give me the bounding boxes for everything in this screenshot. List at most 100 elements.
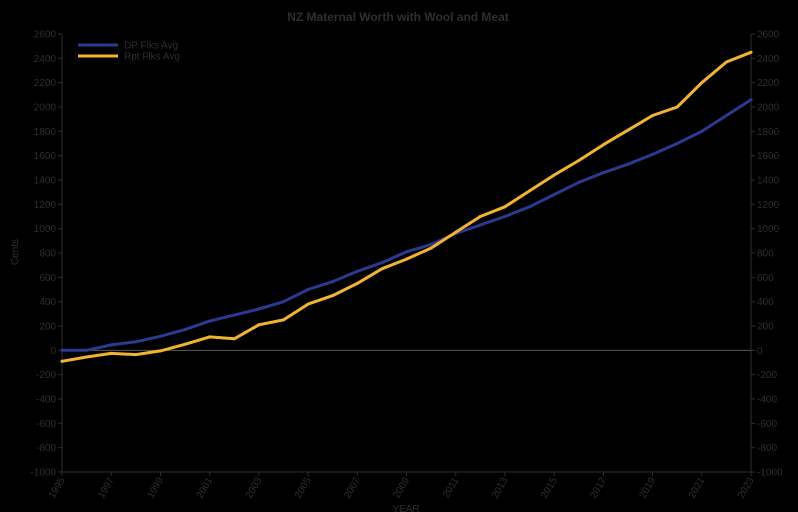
x-tick-label: 1997 [96, 475, 117, 500]
y-tick-label-left: 1600 [34, 151, 57, 162]
x-tick-label: 2017 [588, 475, 609, 500]
y-tick-label-right: 1600 [757, 151, 780, 162]
data-point [626, 162, 630, 166]
data-point [158, 349, 162, 353]
data-point [724, 114, 728, 117]
x-tick-label: 1999 [145, 475, 166, 500]
data-point [577, 180, 581, 184]
x-tick-label: 2005 [293, 475, 314, 500]
y-tick-label-right: 2400 [757, 54, 780, 65]
data-point [208, 335, 212, 339]
x-tick-label: 2019 [638, 475, 659, 500]
data-point [257, 307, 261, 311]
data-point [306, 288, 310, 291]
y-tick-label-left: 0 [50, 346, 56, 357]
data-point [232, 313, 236, 317]
x-tick-label: 2021 [687, 475, 708, 500]
data-point [306, 302, 310, 306]
series-line-2 [60, 50, 753, 363]
x-tick-label: 1995 [47, 475, 68, 500]
x-tick-label: 2009 [391, 475, 412, 500]
data-point [675, 105, 679, 109]
data-point [85, 348, 89, 352]
data-point [700, 129, 704, 133]
data-point [651, 152, 655, 156]
data-point [429, 246, 433, 250]
data-point [626, 128, 630, 132]
data-point [577, 159, 581, 162]
data-point [749, 50, 753, 54]
y-tick-label-right: 2000 [757, 103, 780, 114]
y-tick-label-right: 1800 [757, 127, 780, 138]
y-tick-label-right: 1400 [757, 176, 780, 187]
x-tick-label: 2003 [244, 475, 265, 500]
data-point [60, 359, 64, 363]
y-tick-label-left: 2400 [34, 54, 57, 65]
y-tick-label-left: 1800 [34, 127, 57, 138]
data-point [429, 243, 433, 246]
x-tick-label: 2007 [342, 475, 363, 500]
y-tick-label-right: 0 [757, 346, 763, 357]
data-point [109, 343, 113, 347]
y-tick-label-left: 2200 [34, 78, 57, 89]
data-point [331, 294, 335, 298]
y-tick-label-right: 800 [757, 249, 774, 260]
axes-layer: -1000 -1000 -800 -800 -600 -600 -400 -400 -200 -2… [30, 30, 783, 501]
data-point [601, 143, 605, 147]
data-point [380, 261, 384, 265]
y-tick-label-right: -1000 [757, 468, 783, 479]
y-tick-label-left: 600 [39, 273, 56, 284]
data-point [158, 334, 162, 338]
data-point [552, 193, 556, 197]
data-point [331, 280, 335, 284]
y-tick-label-right: 600 [757, 273, 774, 284]
y-tick-label-left: 1200 [34, 200, 57, 211]
x-tick-label: 2023 [736, 475, 757, 500]
data-point [257, 323, 261, 327]
data-point [232, 337, 236, 341]
y-tick-label-right: 1200 [757, 200, 780, 211]
y-tick-label-left: -600 [36, 419, 56, 430]
data-point [109, 351, 113, 355]
data-point [724, 60, 728, 64]
data-point [282, 300, 285, 304]
data-point [478, 215, 482, 218]
data-point [355, 281, 359, 285]
data-point [528, 189, 531, 193]
y-tick-label-right: 1000 [757, 224, 780, 235]
data-point [700, 81, 704, 85]
data-point [478, 223, 482, 227]
y-tick-label-right: 2200 [757, 78, 780, 89]
x-tick-label: 2001 [195, 475, 216, 500]
data-point [503, 205, 507, 209]
y-tick-label-left: 1000 [34, 224, 57, 235]
data-point [552, 173, 556, 177]
data-point [405, 257, 408, 261]
legend-label-2: Rpt Flks Avg [124, 52, 180, 63]
y-tick-label-left: -400 [36, 395, 56, 406]
y-tick-label-left: -800 [36, 443, 56, 454]
data-point [85, 355, 89, 359]
y-tick-label-right: -400 [757, 395, 777, 406]
legend-label-1: DP Flks Avg [124, 41, 178, 52]
y-tick-label-right: 400 [757, 297, 774, 308]
x-tick-label: 2015 [539, 475, 560, 500]
series-layer [60, 50, 753, 363]
data-point [503, 215, 507, 218]
y-tick-label-left: 2600 [34, 30, 57, 41]
data-point [208, 319, 212, 323]
data-point [675, 142, 679, 145]
x-tick-label: 2013 [490, 475, 511, 500]
data-point [749, 98, 753, 102]
y-tick-label-right: -800 [757, 443, 777, 454]
data-point [405, 250, 408, 254]
data-point [601, 171, 605, 175]
x-tick-label: 2011 [441, 475, 461, 500]
data-point [134, 353, 138, 357]
data-point [183, 342, 187, 346]
y-tick-label-left: -1000 [30, 468, 56, 479]
y-tick-label-left: 2000 [34, 103, 57, 114]
y-tick-label-left: 1400 [34, 176, 57, 187]
